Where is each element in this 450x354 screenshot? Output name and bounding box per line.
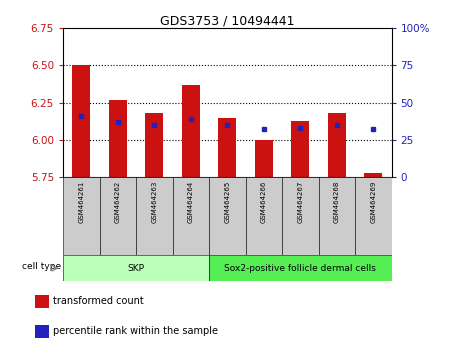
Title: GDS3753 / 10494441: GDS3753 / 10494441 <box>160 14 294 27</box>
Bar <box>355 177 392 255</box>
Bar <box>63 255 209 281</box>
Bar <box>145 113 163 177</box>
Bar <box>209 177 246 255</box>
Text: GSM464267: GSM464267 <box>297 181 303 223</box>
Text: GSM464265: GSM464265 <box>224 181 230 223</box>
Text: GSM464262: GSM464262 <box>115 181 121 223</box>
Text: GSM464264: GSM464264 <box>188 181 194 223</box>
Text: GSM464263: GSM464263 <box>151 181 157 223</box>
Text: SKP: SKP <box>127 264 144 273</box>
Bar <box>72 65 90 177</box>
Bar <box>136 177 172 255</box>
Bar <box>63 177 99 255</box>
Text: GSM464261: GSM464261 <box>78 181 84 223</box>
Bar <box>35 295 49 308</box>
Bar <box>218 118 236 177</box>
Bar <box>209 255 392 281</box>
Bar <box>291 120 310 177</box>
Bar <box>246 177 282 255</box>
Text: GSM464266: GSM464266 <box>261 181 267 223</box>
Text: cell type: cell type <box>22 262 61 271</box>
Text: percentile rank within the sample: percentile rank within the sample <box>53 326 218 336</box>
Bar <box>108 100 127 177</box>
Bar <box>255 140 273 177</box>
Text: GSM464268: GSM464268 <box>334 181 340 223</box>
Bar <box>328 113 346 177</box>
Bar <box>319 177 355 255</box>
Text: Sox2-positive follicle dermal cells: Sox2-positive follicle dermal cells <box>224 264 376 273</box>
Bar <box>282 177 319 255</box>
Text: GSM464269: GSM464269 <box>370 181 376 223</box>
Bar <box>182 85 200 177</box>
Bar <box>35 325 49 338</box>
Bar <box>364 172 382 177</box>
Bar <box>172 177 209 255</box>
Text: transformed count: transformed count <box>53 296 144 306</box>
Bar <box>99 177 136 255</box>
